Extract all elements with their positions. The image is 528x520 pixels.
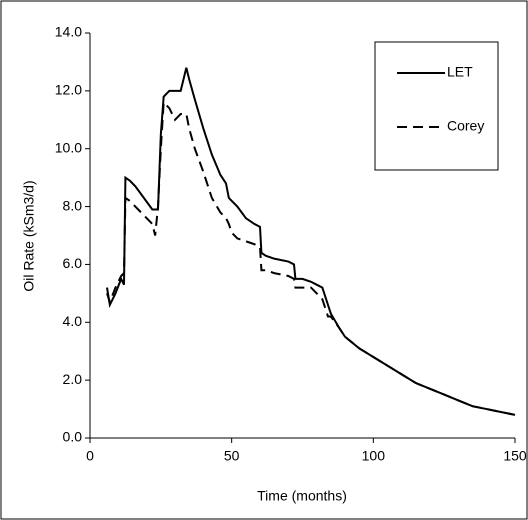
series-line — [106, 100, 516, 416]
y-tick-label: 10.0 — [55, 139, 82, 155]
legend-label: Corey — [447, 118, 484, 134]
x-axis-label: Time (months) — [257, 488, 347, 504]
y-tick-label: 8.0 — [63, 197, 83, 213]
legend-box — [374, 41, 499, 171]
x-tick-label: 0 — [86, 448, 94, 464]
y-tick-label: 4.0 — [63, 313, 83, 329]
x-tick-label: 50 — [224, 448, 240, 464]
legend-label: LET — [447, 64, 473, 80]
x-tick-label: 100 — [362, 448, 386, 464]
y-tick-label: 2.0 — [63, 371, 83, 387]
series-line — [106, 67, 516, 416]
x-tick-label: 150 — [503, 448, 527, 464]
y-tick-label: 12.0 — [55, 82, 82, 98]
y-axis-label: Oil Rate (kSm3/d) — [21, 180, 37, 291]
y-tick-label: 6.0 — [63, 255, 83, 271]
y-tick-label: 0.0 — [63, 429, 83, 445]
y-tick-label: 14.0 — [55, 24, 82, 40]
